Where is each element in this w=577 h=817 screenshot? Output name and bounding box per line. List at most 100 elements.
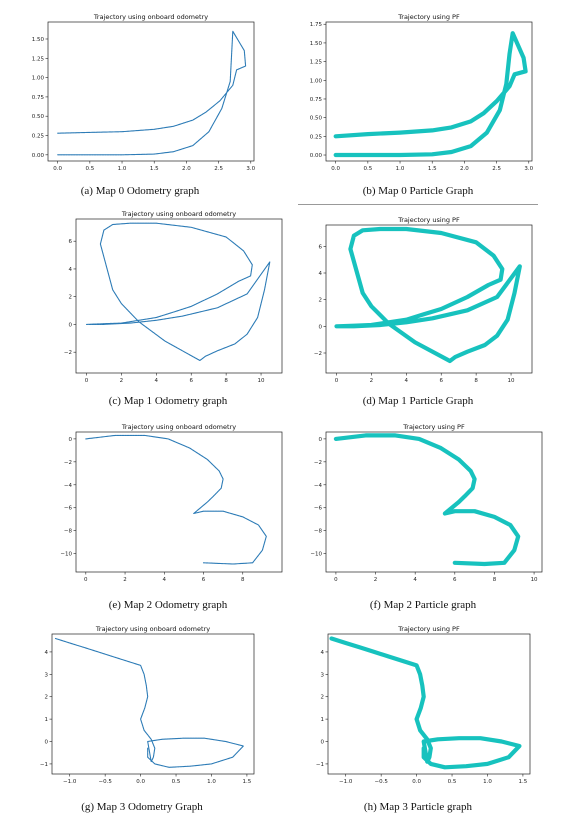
y-tick-label: −2 (64, 460, 72, 466)
y-tick-label: 0.00 (310, 153, 323, 159)
y-tick-label: 0.25 (310, 134, 323, 140)
trajectory-line (333, 433, 521, 567)
chart-title: Trajectory using PF (397, 13, 460, 21)
trajectory-line (54, 637, 244, 768)
chart-7: Trajectory using PF −1.0 −0.5 0.0 0.5 1.0 1.5 −… (316, 625, 531, 785)
x-tick-label: −1.0 (339, 779, 353, 785)
y-tick-label: 0 (319, 437, 323, 443)
plot-frame (47, 21, 255, 162)
plot-frame (75, 431, 283, 573)
trajectory-line (334, 226, 522, 364)
x-tick-label: 8 (224, 378, 228, 384)
y-tick-label: 2 (69, 295, 73, 301)
x-tick-label: 3.0 (246, 166, 255, 172)
y-tick-label: −10 (60, 552, 72, 558)
x-tick-label: 2.5 (214, 166, 223, 172)
y-tick-label: 2 (45, 695, 49, 701)
y-tick-label: 0.00 (32, 153, 45, 159)
y-tick-label: 2 (321, 695, 325, 701)
caption-0: (a) Map 0 Odometry graph (80, 185, 200, 197)
x-tick-label: 4 (413, 577, 417, 583)
x-tick-label: 8 (241, 577, 245, 583)
x-tick-label: 1.0 (118, 166, 127, 172)
y-tick-label: 0.25 (32, 134, 45, 140)
y-tick-label: 2 (319, 298, 323, 304)
x-tick-label: 2 (120, 378, 124, 384)
y-tick-label: 1.50 (310, 41, 323, 47)
x-tick-label: 2.5 (492, 166, 501, 172)
chart-0: Trajectory using onboard odometry 0.0 0.5 1… (32, 13, 256, 172)
y-tick-label: 1 (321, 717, 325, 723)
y-tick-label: −10 (310, 552, 322, 558)
y-tick-label: −8 (314, 529, 323, 535)
x-tick-label: 2 (123, 577, 127, 583)
plot-frame (327, 633, 531, 775)
y-tick-label: −6 (64, 506, 73, 512)
chart-title: Trajectory using onboard odometry (121, 423, 236, 431)
y-tick-label: 4 (319, 271, 323, 277)
y-tick-label: 4 (321, 650, 325, 656)
x-tick-label: 3.0 (524, 166, 533, 172)
y-tick-label: −4 (314, 483, 323, 489)
x-tick-label: 2.0 (182, 166, 191, 172)
y-tick-label: 0 (69, 437, 73, 443)
y-tick-label: 0.50 (32, 114, 45, 120)
chart-5: Trajectory using PF 0 2 4 6 8 10 0 −2 −4 −6 −8 −10 (310, 423, 543, 583)
x-tick-label: 6 (453, 577, 457, 583)
x-tick-label: 6 (439, 378, 443, 384)
x-tick-label: 0 (84, 577, 88, 583)
y-tick-label: 1.50 (32, 37, 45, 43)
separator-rule (298, 204, 538, 205)
caption-7: (h) Map 3 Particle graph (363, 801, 473, 813)
x-tick-label: 1.5 (150, 166, 159, 172)
trajectory-line (85, 434, 267, 565)
y-tick-label: 1.75 (310, 22, 323, 28)
trajectory-line (333, 31, 528, 158)
x-tick-label: 4 (155, 378, 159, 384)
y-tick-label: −8 (64, 529, 73, 535)
chart-panel-6: Trajectory using onboard odometry −1.0 −0.… (24, 622, 260, 788)
y-tick-label: 1.00 (32, 76, 45, 82)
x-tick-label: 0.0 (136, 779, 145, 785)
y-tick-label: 6 (319, 244, 323, 250)
chart-panel-5: Trajectory using PF 0 2 4 6 8 10 0 −2 −4 −6 −8 −10 (298, 420, 548, 586)
y-tick-label: 0 (45, 740, 49, 746)
x-tick-label: 10 (258, 378, 265, 384)
chart-panel-7: Trajectory using PF −1.0 −0.5 0.0 0.5 1.0 1.5 −… (300, 622, 536, 788)
chart-3: Trajectory using PF 0 2 4 6 8 10 −2 0 2 4 6 (314, 216, 533, 384)
y-tick-label: 3 (45, 672, 49, 678)
caption-4: (e) Map 2 Odometry graph (108, 599, 228, 611)
x-tick-label: 1.5 (243, 779, 252, 785)
y-tick-label: 4 (45, 650, 49, 656)
x-tick-label: 10 (508, 378, 515, 384)
plot-frame (51, 633, 255, 775)
x-tick-label: 0.5 (85, 166, 94, 172)
x-tick-label: 0 (334, 577, 338, 583)
x-tick-label: 6 (189, 378, 193, 384)
y-tick-label: 0 (321, 740, 325, 746)
y-tick-label: −2 (314, 460, 322, 466)
caption-2: (c) Map 1 Odometry graph (108, 395, 228, 407)
y-tick-label: 3 (321, 672, 325, 678)
x-tick-label: 4 (163, 577, 167, 583)
y-tick-label: −4 (64, 483, 73, 489)
x-tick-label: 1.0 (396, 166, 405, 172)
x-tick-label: 1.0 (483, 779, 492, 785)
x-tick-label: 4 (405, 378, 409, 384)
y-tick-label: 6 (69, 239, 73, 245)
chart-panel-3: Trajectory using PF 0 2 4 6 8 10 −2 0 2 4 6 (298, 213, 538, 387)
y-tick-label: 1 (45, 717, 49, 723)
x-tick-label: 8 (474, 378, 478, 384)
plot-frame (325, 21, 533, 162)
chart-title: Trajectory using onboard odometry (121, 210, 236, 218)
chart-title: Trajectory using PF (397, 625, 460, 633)
y-tick-label: 0.75 (32, 95, 45, 101)
trajectory-line (85, 222, 271, 362)
x-tick-label: 2 (374, 577, 378, 583)
x-tick-label: 1.0 (207, 779, 216, 785)
x-tick-label: 8 (493, 577, 497, 583)
y-tick-label: −6 (314, 506, 323, 512)
chart-title: Trajectory using onboard odometry (93, 13, 208, 21)
x-tick-label: 2.0 (460, 166, 469, 172)
y-tick-label: 1.25 (32, 56, 45, 62)
